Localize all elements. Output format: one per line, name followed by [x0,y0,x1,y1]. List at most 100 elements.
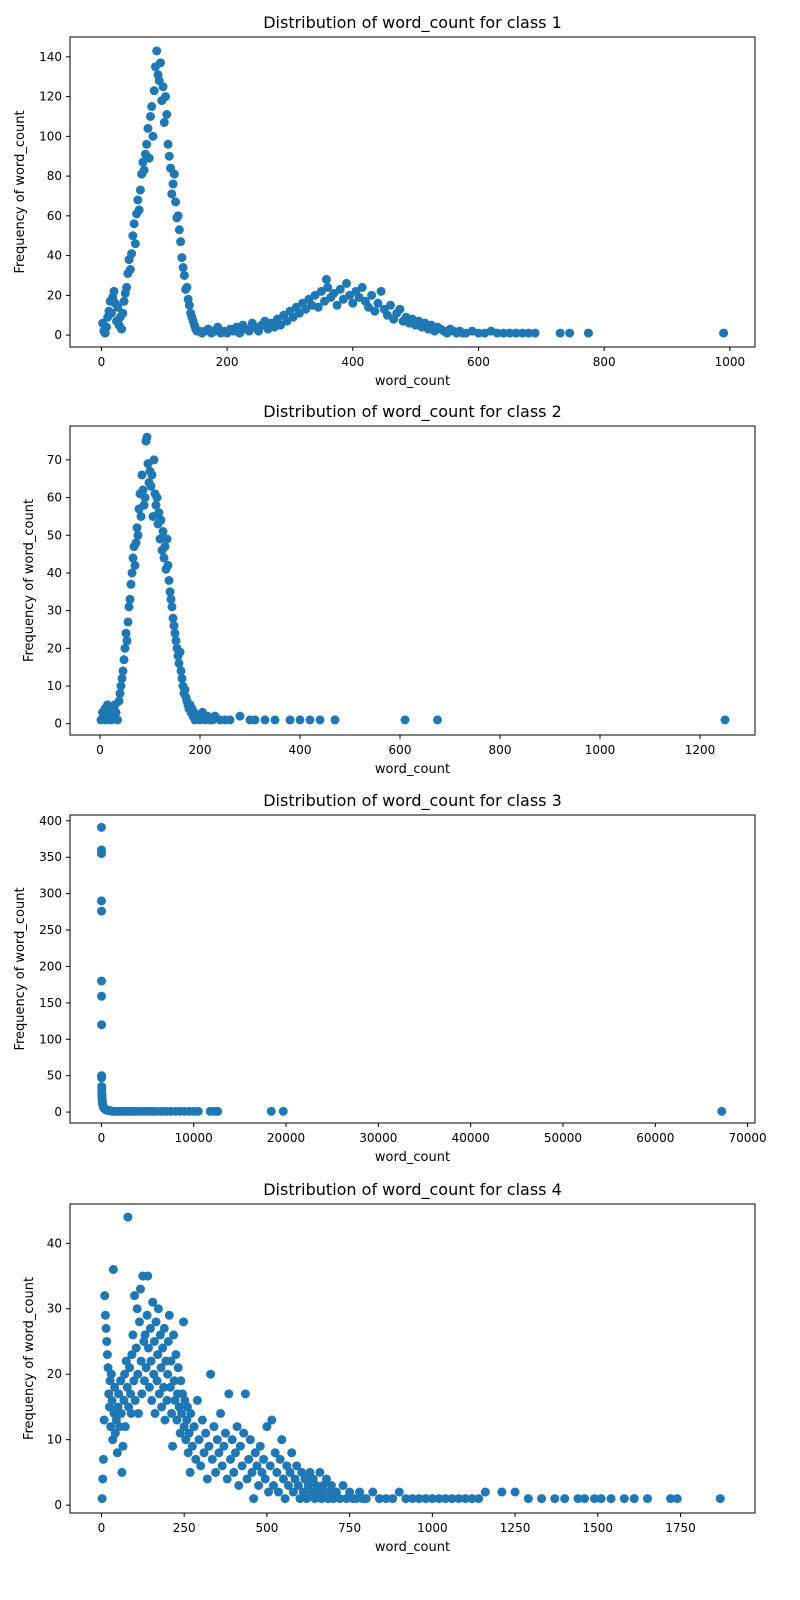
data-point [530,328,540,338]
data-point [473,328,483,338]
data-point [145,111,155,121]
data-point [342,278,352,288]
data-point [140,493,150,503]
data-point [207,1454,217,1464]
data-point [434,1494,444,1504]
data-point [717,1106,727,1116]
data-point [524,328,534,338]
data-point [127,1350,137,1360]
data-point [295,715,305,725]
data-point [232,1422,242,1432]
data-point [580,1494,590,1504]
data-point [454,1494,464,1504]
data-point [560,1494,570,1504]
data-point [199,1448,209,1458]
data-point [164,576,174,585]
data-point [156,1363,166,1373]
data-point [278,1474,288,1484]
data-point [155,534,165,544]
y-tick-label: 20 [47,1367,62,1381]
data-point [121,628,131,638]
data-point [153,1350,163,1360]
x-tick-label: 250 [173,1521,196,1535]
data-point [235,1441,245,1451]
data-point [96,896,106,906]
data-point [326,1481,336,1491]
data-point [250,1448,260,1458]
data-point [204,1441,214,1451]
data-point [102,1350,112,1360]
data-point [120,1422,130,1432]
data-point [139,1376,149,1386]
data-point [184,300,194,310]
data-point [166,1356,176,1366]
data-point [237,1461,247,1471]
x-tick-label: 600 [467,355,490,369]
data-point [127,568,137,578]
y-tick-label: 200 [39,959,62,973]
data-point [225,715,235,725]
x-tick-label: 70000 [729,1131,767,1145]
data-point [185,1467,195,1477]
y-tick-label: 60 [47,209,62,223]
data-point [285,715,295,725]
data-point [110,1382,120,1392]
data-point [315,1467,325,1477]
data-point [132,523,142,533]
data-point [335,284,345,294]
data-point [147,470,157,480]
data-point [165,1382,175,1392]
y-tick-label: 70 [47,453,62,467]
data-point [136,511,146,521]
data-point [162,110,172,119]
data-point [97,1073,107,1083]
x-tick-label: 800 [593,355,616,369]
data-point [152,46,162,56]
data-point [136,1356,146,1366]
data-point [119,655,129,665]
data-point [280,1494,290,1504]
y-tick-label: 400 [39,814,62,828]
data-point [116,681,126,691]
y-axis-label: Frequency of word_count [13,887,28,1050]
data-point [162,1395,172,1405]
data-point [106,1369,116,1379]
data-point [165,587,175,597]
data-point [408,1494,417,1504]
data-point [148,131,158,141]
data-point [139,165,149,175]
data-point [171,1350,181,1360]
data-point [537,1494,547,1504]
y-tick-label: 0 [54,1105,62,1119]
data-point [134,1408,143,1418]
data-point [127,249,137,259]
x-tick-label: 400 [289,743,312,757]
data-point [117,1467,127,1477]
x-axis-label: word_count [375,374,450,389]
data-point [151,500,161,510]
y-axis-label: Frequency of word_count [22,1277,37,1440]
data-point [130,1291,140,1301]
data-point [118,1441,128,1451]
data-point [167,189,177,199]
y-tick-label: 250 [39,923,62,937]
data-point [400,715,410,725]
data-point [269,1481,279,1491]
data-point [321,274,331,284]
data-point [240,1389,250,1399]
data-point [114,1389,124,1399]
data-point [266,1106,276,1116]
data-point [505,328,515,338]
data-point [149,455,159,465]
data-point [97,906,107,916]
data-point [170,628,180,638]
data-point [114,696,124,706]
data-point [255,1441,265,1451]
y-tick-label: 300 [39,887,62,901]
data-point [367,290,377,300]
data-point [158,1343,168,1353]
data-point [583,328,593,338]
data-point [128,553,138,563]
data-point [161,92,171,102]
data-point [117,324,127,334]
